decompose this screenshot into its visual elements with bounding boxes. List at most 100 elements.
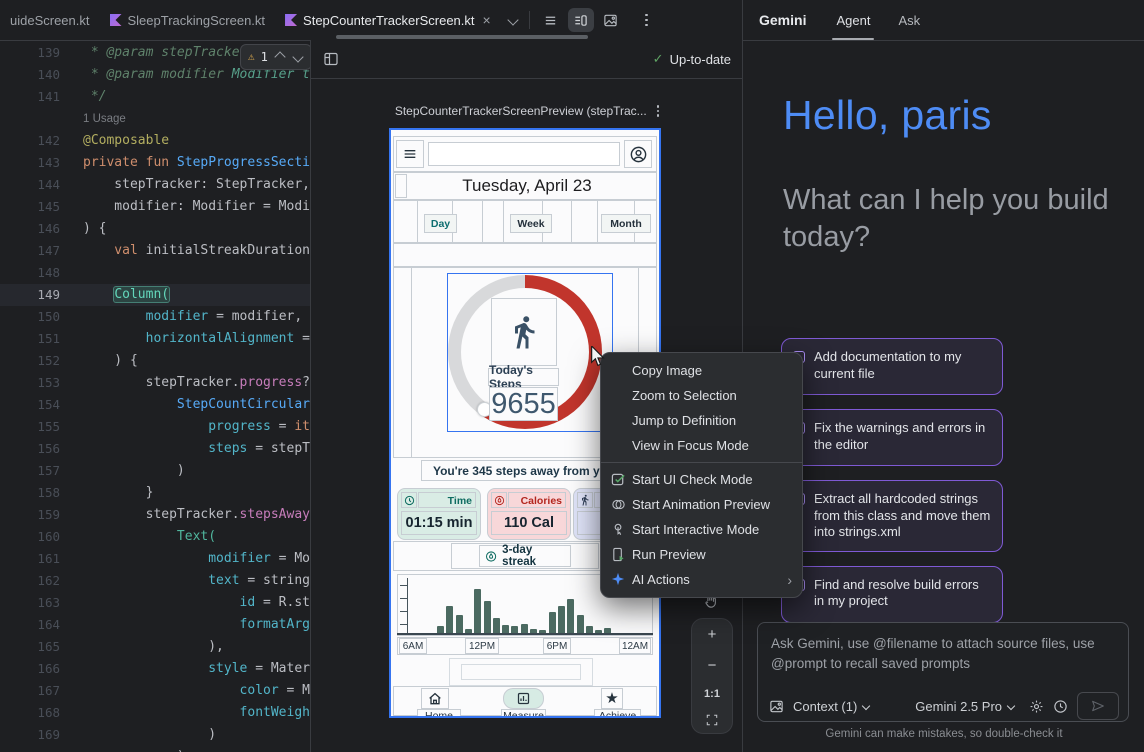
app-search-field[interactable] [428,142,620,166]
menu-item-start-ui-check-mode[interactable]: Start UI Check Mode [601,467,802,492]
chart-bar [483,601,491,634]
app-account-button[interactable] [624,140,652,168]
editor-tab-bar: uideScreen.kt SleepTrackingScreen.kt StepC… [0,0,742,41]
inspection-widget[interactable]: ⚠ 1 [240,44,310,70]
menu-item-copy-image[interactable]: Copy Image [601,358,802,383]
code-token: = Mo [270,551,310,566]
code-text: modifier: Modifier = Modi [76,196,310,218]
line-number: 140 [37,67,60,82]
suggestion-card-1[interactable]: Add documentation to my current file [781,338,1003,395]
code-text: */ [76,86,310,108]
menu-item-start-interactive-mode[interactable]: Start Interactive Mode [601,517,802,542]
nav-item-measure-icon[interactable] [503,688,544,709]
code-text: formatArg [76,614,310,636]
send-button[interactable] [1077,692,1119,720]
gemini-prompt-input[interactable]: Ask Gemini, use @filename to attach sour… [757,622,1129,722]
code-token: text [208,573,240,588]
stat-card-calories: Calories 110 Cal [487,488,571,540]
code-token: StepCountCircular [176,397,310,412]
chart-bar [446,606,454,634]
tab-bar-scrollbar[interactable] [336,35,588,39]
animation-icon [610,496,626,512]
period-tab-month[interactable]: Month [601,214,651,233]
model-selector[interactable]: Gemini 2.5 Pro [915,699,1020,714]
app-menu-button[interactable] [396,140,424,168]
tab-list-chevron-down-icon[interactable] [507,14,519,26]
code-editor[interactable]: 139 * @param stepTracker Ste 140 * @param… [0,40,310,752]
submenu-chevron-icon: › [787,571,792,588]
suggestion-card-3[interactable]: Extract all hardcoded strings from this … [781,480,1003,552]
nav-item-home-label[interactable]: Home [417,709,461,716]
design-view-button[interactable] [598,8,624,32]
context-selector[interactable]: Context (1) [793,699,875,714]
chart-bar [492,618,500,634]
menu-item-jump-to-definition[interactable]: Jump to Definition [601,408,802,433]
code-token: StepProgressSecti [176,155,310,170]
attach-image-icon[interactable] [769,699,784,714]
code-text: stepTracker: StepTracker, [76,174,310,196]
nav-item-measure-label[interactable]: Measure [501,709,546,716]
nav-item-home-icon[interactable] [421,688,449,709]
menu-item-zoom-to-selection[interactable]: Zoom to Selection [601,383,802,408]
blueprint-divider [482,200,483,243]
preview-toolbar: ✓ Up-to-date [311,40,743,79]
next-problem-chevron-down-icon[interactable] [292,51,304,63]
tab-label: uideScreen.kt [10,12,90,28]
preview-kebab-menu[interactable] [656,105,660,117]
zoom-out-button[interactable]: − [707,657,717,674]
preview-layout-grid-icon[interactable] [323,51,339,67]
menu-item-run-preview[interactable]: Run Preview [601,542,802,567]
usage-inlay-hint[interactable]: 1 Usage [83,113,126,125]
code-line: 162 text = string [0,570,310,592]
editor-tab-stepcountertrackerscreen-kt[interactable]: StepCounterTrackerScreen.kt × [275,0,501,40]
menu-item-start-animation-preview[interactable]: Start Animation Preview [601,492,802,517]
code-token: modifier [145,309,209,324]
interactive-icon [610,521,626,537]
code-line: 164 formatArg [0,614,310,636]
suggestion-card-4[interactable]: Find and resolve build errors in my proj… [781,565,1003,623]
history-clock-icon[interactable] [1053,699,1068,714]
structure-lines-icon-button[interactable] [538,8,564,32]
menu-item-ai-actions[interactable]: AI Actions › [601,567,802,592]
code-token: horizontalAlignment [145,331,295,346]
code-token [83,573,208,588]
app-topbar [393,136,657,172]
code-line: 144 stepTracker: StepTracker, [0,174,310,196]
line-number: 152 [37,353,60,368]
settings-gear-icon[interactable] [1029,699,1044,714]
chart-y-axis [407,578,408,634]
code-text: * @param modifier Modifier t [76,64,310,86]
code-text: ) [76,746,310,752]
line-number: 165 [37,639,60,654]
gemini-tab-agent[interactable]: Agent [832,0,875,40]
editor-more-options-button[interactable] [634,8,660,32]
nav-item-achieve-icon[interactable]: ★ [601,688,623,709]
period-tab-day[interactable]: Day [424,214,457,233]
line-number: 145 [37,199,60,214]
ghost-box [461,664,581,680]
code-token: ) { [83,221,107,236]
tab-close-icon[interactable]: × [482,12,491,28]
gemini-disclaimer: Gemini can make mistakes, so double-chec… [825,728,1063,740]
model-label: Gemini 2.5 Pro [915,698,1002,714]
editor-tab-sleeptrackingscreen-kt[interactable]: SleepTrackingScreen.kt [100,0,276,40]
suggestion-card-2[interactable]: Fix the warnings and errors in the edito… [781,409,1003,466]
chart-bar [595,630,603,634]
prev-problem-chevron-up-icon[interactable] [274,51,286,63]
zoom-in-button[interactable]: + [707,626,717,643]
line-number: 141 [37,89,60,104]
split-editor-preview-button[interactable] [567,8,594,32]
nav-item-achieve-label[interactable]: Achieve [594,709,641,716]
editor-tab-uidescreen-kt[interactable]: uideScreen.kt [0,0,100,40]
code-line: 169 ) [0,724,310,746]
period-tab-week[interactable]: Week [510,214,552,233]
fit-to-screen-button[interactable] [706,714,718,726]
menu-item-view-in-focus-mode[interactable]: View in Focus Mode [601,433,802,458]
code-text: stepTracker.stepsAway [76,504,310,526]
code-token [83,595,240,610]
zoom-level-button[interactable]: 1:1 [704,688,720,700]
gemini-tab-ask[interactable]: Ask [898,12,921,28]
gemini-subtitle: What can I help you build today? [783,184,1109,253]
code-token: = [270,419,295,434]
code-text [76,262,310,284]
